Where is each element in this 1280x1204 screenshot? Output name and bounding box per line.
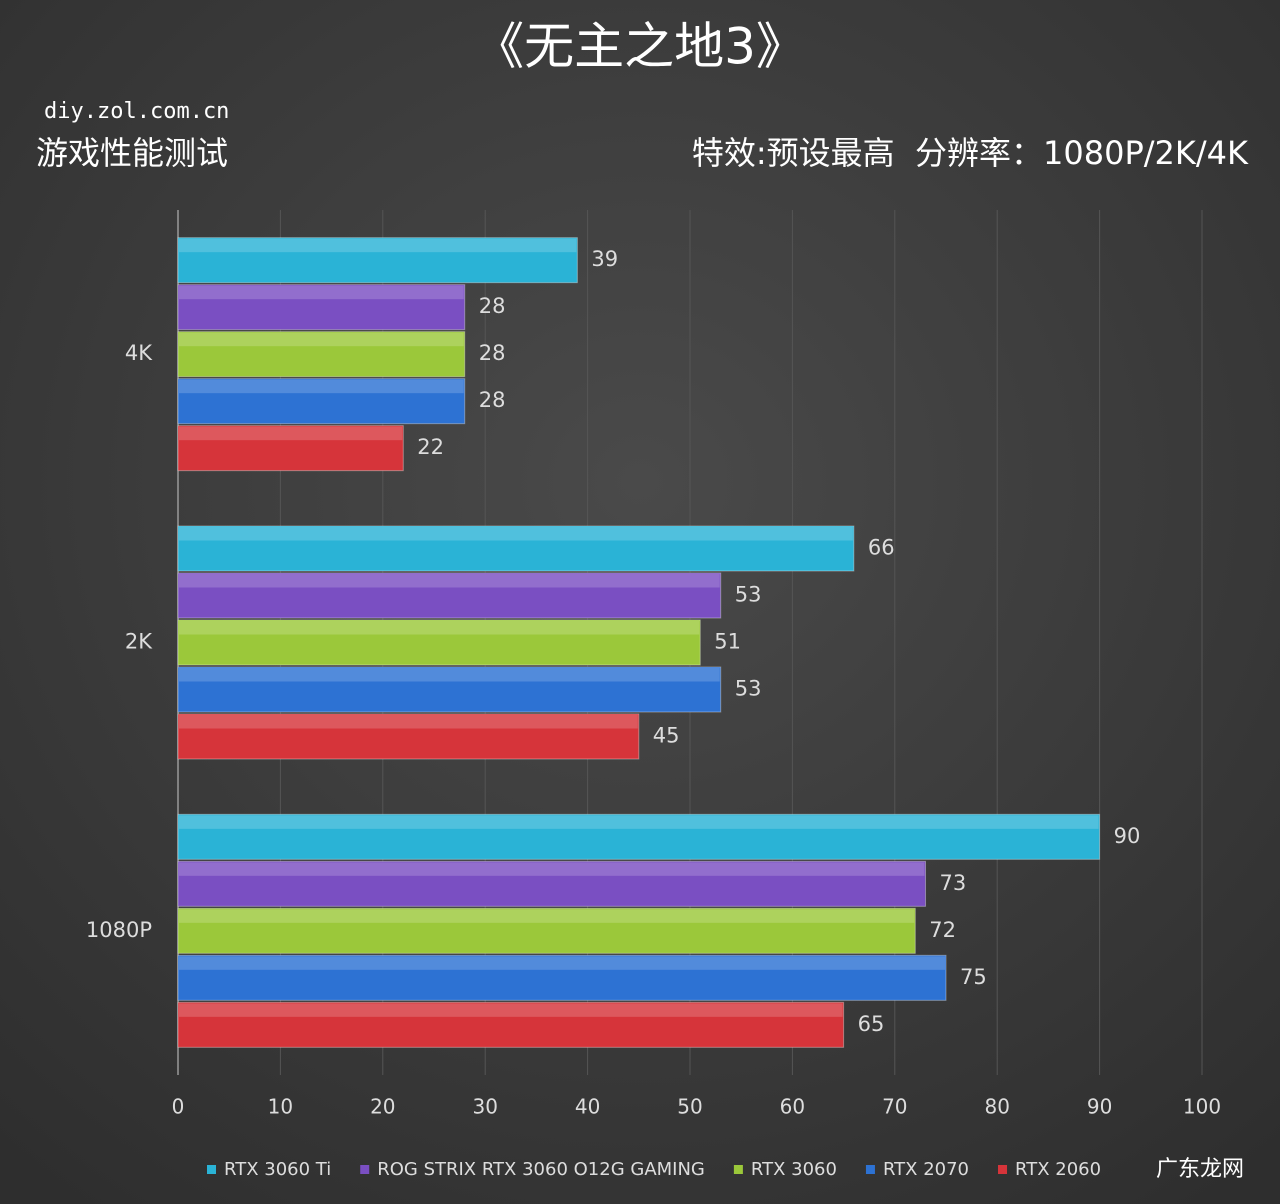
- bar: [177, 331, 466, 378]
- bar: [177, 284, 466, 331]
- bar-highlight: [179, 909, 915, 923]
- bar: [177, 860, 927, 907]
- value-label: 66: [868, 536, 895, 560]
- value-label: 51: [714, 630, 741, 654]
- value-label: 45: [653, 724, 680, 748]
- legend-label: ROG STRIX RTX 3060 O12G GAMING: [377, 1159, 705, 1180]
- bar-highlight: [179, 332, 464, 347]
- x-tick-label: 50: [677, 1095, 702, 1119]
- x-tick-label: 30: [472, 1095, 497, 1119]
- x-tick-label: 10: [268, 1095, 293, 1119]
- x-tick-label: 0: [172, 1095, 185, 1119]
- value-label: 28: [479, 341, 506, 365]
- legend-label: RTX 3060 Ti: [224, 1159, 331, 1180]
- value-label: 53: [735, 677, 762, 701]
- legend-swatch: [733, 1165, 743, 1174]
- x-tick-label: 70: [882, 1095, 907, 1119]
- y-tick-label: 1080P: [86, 918, 152, 942]
- bar-highlight: [179, 621, 700, 635]
- bar-highlight: [179, 426, 403, 441]
- watermark: 广东龙网: [1156, 1157, 1244, 1182]
- value-label: 72: [929, 918, 956, 942]
- bar: [177, 813, 1101, 860]
- bar: [177, 619, 701, 666]
- x-tick-label: 90: [1087, 1095, 1112, 1119]
- value-label: 39: [591, 247, 618, 271]
- bar: [177, 713, 640, 760]
- value-label: 53: [735, 583, 762, 607]
- legend-swatch: [207, 1165, 216, 1174]
- y-tick-label: 2K: [125, 630, 153, 654]
- chart-title: 《无主之地3》: [474, 18, 806, 76]
- value-label: 73: [940, 871, 967, 895]
- source: diy.zol.com.cn: [44, 99, 229, 124]
- value-label: 65: [858, 1012, 885, 1036]
- x-tick-label: 100: [1183, 1095, 1221, 1119]
- subtitle: 游戏性能测试: [36, 134, 228, 172]
- value-label: 22: [417, 435, 444, 459]
- bar-highlight: [179, 285, 464, 300]
- x-tick-label: 20: [370, 1095, 395, 1119]
- bar-highlight: [179, 238, 577, 253]
- legend-label: RTX 3060: [751, 1159, 837, 1180]
- legend-label: RTX 2060: [1015, 1159, 1101, 1180]
- bar-highlight: [179, 574, 720, 588]
- bar: [177, 237, 578, 284]
- bar: [177, 666, 722, 713]
- settings: 特效:预设最高 分辨率：1080P/2K/4K: [692, 134, 1249, 172]
- bar: [177, 572, 722, 619]
- bar-highlight: [179, 956, 945, 970]
- bar: [177, 907, 916, 954]
- value-label: 90: [1114, 824, 1141, 848]
- bar: [177, 378, 466, 425]
- bar-highlight: [179, 668, 720, 682]
- legend-swatch: [865, 1165, 875, 1174]
- y-tick-label: 4K: [125, 341, 153, 365]
- bar-highlight: [179, 527, 853, 541]
- value-label: 28: [479, 388, 506, 412]
- legend-label: RTX 2070: [883, 1159, 969, 1180]
- bar-highlight: [179, 715, 638, 729]
- legend-swatch: [360, 1165, 370, 1174]
- bar: [177, 954, 947, 1001]
- value-label: 28: [479, 294, 506, 318]
- bar-highlight: [179, 379, 464, 394]
- bar: [177, 525, 855, 572]
- bar-highlight: [179, 1003, 843, 1017]
- legend-swatch: [998, 1165, 1008, 1174]
- bar: [177, 1001, 845, 1048]
- bar: [177, 425, 404, 472]
- bar-highlight: [179, 862, 925, 876]
- x-tick-label: 40: [575, 1095, 600, 1119]
- x-tick-label: 80: [984, 1095, 1009, 1119]
- bar-highlight: [179, 815, 1099, 829]
- value-label: 75: [960, 965, 987, 989]
- x-tick-label: 60: [780, 1095, 805, 1119]
